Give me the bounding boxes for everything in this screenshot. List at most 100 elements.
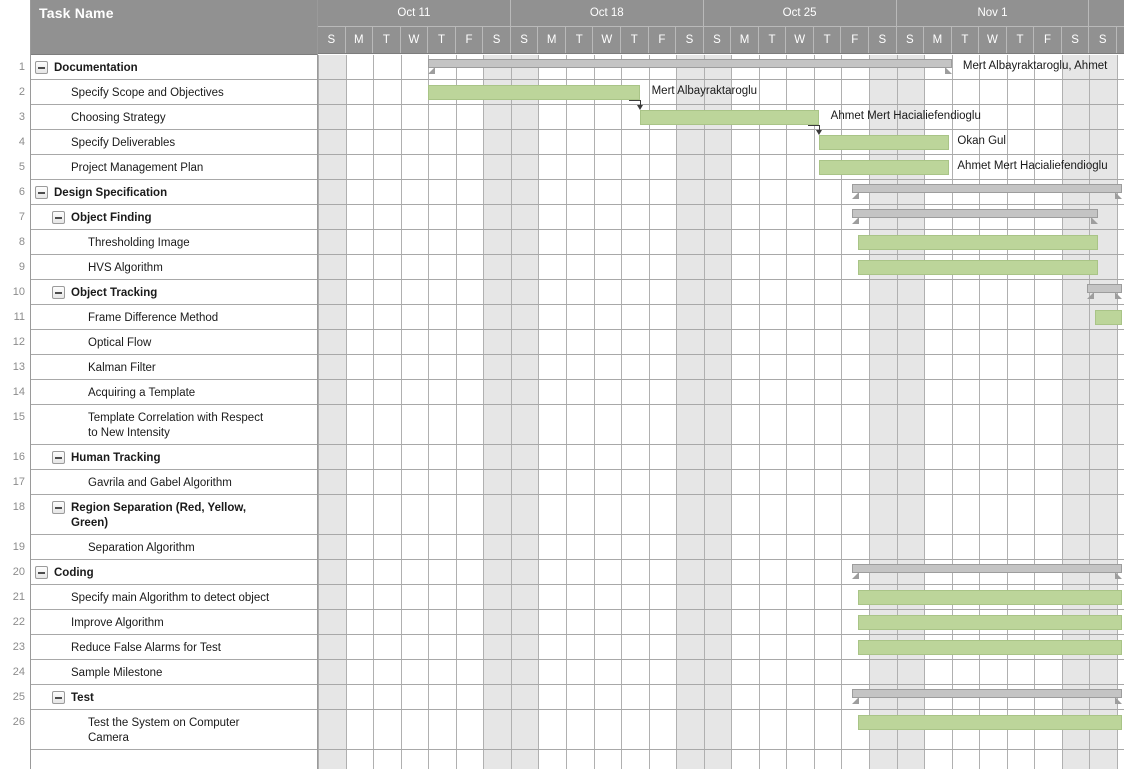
day-header-cell[interactable]: S (318, 27, 346, 53)
collapse-minus-icon[interactable] (52, 211, 65, 224)
week-header-cell[interactable] (1089, 0, 1124, 26)
day-header-cell[interactable]: T (373, 27, 401, 53)
row-number[interactable]: 14 (0, 380, 30, 405)
task-bar[interactable] (857, 640, 1123, 655)
task-bar[interactable] (428, 85, 641, 100)
collapse-minus-icon[interactable] (35, 566, 48, 579)
collapse-minus-icon[interactable] (35, 61, 48, 74)
task-bar[interactable] (857, 590, 1123, 605)
task-row[interactable]: Documentation (31, 55, 317, 80)
day-header-cell[interactable]: F (456, 27, 484, 53)
collapse-minus-icon[interactable] (52, 451, 65, 464)
row-number[interactable]: 2 (0, 80, 30, 105)
task-row[interactable]: Project Management Plan (31, 155, 317, 180)
task-name-column-header[interactable]: Task Name (31, 0, 317, 55)
task-row[interactable]: Reduce False Alarms for Test (31, 635, 317, 660)
task-row[interactable]: Improve Algorithm (31, 610, 317, 635)
task-row[interactable]: Separation Algorithm (31, 535, 317, 560)
task-row[interactable]: Object Tracking (31, 280, 317, 305)
task-bar[interactable] (640, 110, 820, 125)
task-row[interactable]: Coding (31, 560, 317, 585)
task-row[interactable]: Gavrila and Gabel Algorithm (31, 470, 317, 495)
day-header-cell[interactable]: F (649, 27, 677, 53)
row-number[interactable]: 20 (0, 560, 30, 585)
task-bar[interactable] (857, 615, 1123, 630)
week-header-cell[interactable]: Oct 11 (318, 0, 511, 26)
row-number[interactable]: 3 (0, 105, 30, 130)
day-header-cell[interactable]: T (621, 27, 649, 53)
task-row[interactable]: Frame Difference Method (31, 305, 317, 330)
week-header-cell[interactable]: Nov 1 (897, 0, 1090, 26)
task-bar[interactable] (857, 235, 1098, 250)
task-bar[interactable] (819, 135, 949, 150)
collapse-minus-icon[interactable] (52, 286, 65, 299)
day-header-cell[interactable]: T (952, 27, 980, 53)
week-header-cell[interactable]: Oct 18 (511, 0, 704, 26)
day-header-cell[interactable]: M (731, 27, 759, 53)
day-header-cell[interactable]: F (1034, 27, 1062, 53)
row-number[interactable]: 21 (0, 585, 30, 610)
row-number[interactable]: 15 (0, 405, 30, 445)
row-number[interactable]: 1 (0, 55, 30, 80)
day-header-cell[interactable]: S (1089, 27, 1117, 53)
row-number[interactable]: 11 (0, 305, 30, 330)
day-header-cell[interactable]: F (841, 27, 869, 53)
row-number[interactable]: 25 (0, 685, 30, 710)
day-header-cell[interactable]: M (346, 27, 374, 53)
day-header-cell[interactable]: S (869, 27, 897, 53)
day-header-cell[interactable]: T (814, 27, 842, 53)
task-row[interactable]: Specify Deliverables (31, 130, 317, 155)
day-header-cell[interactable]: S (676, 27, 704, 53)
task-row[interactable]: Optical Flow (31, 330, 317, 355)
day-header-cell[interactable]: S (483, 27, 511, 53)
task-row[interactable]: Design Specification (31, 180, 317, 205)
task-row[interactable]: Thresholding Image (31, 230, 317, 255)
row-number[interactable]: 8 (0, 230, 30, 255)
row-number[interactable]: 26 (0, 710, 30, 750)
day-header-cell[interactable]: W (594, 27, 622, 53)
day-header-cell[interactable]: W (401, 27, 429, 53)
day-header-cell[interactable]: M (924, 27, 952, 53)
task-row[interactable]: Kalman Filter (31, 355, 317, 380)
row-number[interactable]: 4 (0, 130, 30, 155)
collapse-minus-icon[interactable] (52, 691, 65, 704)
task-row[interactable]: Region Separation (Red, Yellow, Green) (31, 495, 317, 535)
row-number[interactable]: 5 (0, 155, 30, 180)
row-number[interactable]: 17 (0, 470, 30, 495)
day-header-cell[interactable]: T (1007, 27, 1035, 53)
day-header-cell[interactable]: T (428, 27, 456, 53)
task-row[interactable]: Test the System on Computer Camera (31, 710, 317, 750)
task-row[interactable]: Specify main Algorithm to detect object (31, 585, 317, 610)
summary-bar[interactable] (852, 209, 1098, 218)
day-header-cell[interactable]: M (538, 27, 566, 53)
day-header-cell[interactable]: S (897, 27, 925, 53)
day-header-cell[interactable]: T (566, 27, 594, 53)
day-header-cell[interactable]: S (704, 27, 732, 53)
task-row[interactable]: Template Correlation with Respect to New… (31, 405, 317, 445)
summary-bar[interactable] (1086, 284, 1123, 293)
task-bar[interactable] (857, 260, 1098, 275)
row-number[interactable]: 13 (0, 355, 30, 380)
row-number[interactable]: 16 (0, 445, 30, 470)
day-header-cell[interactable]: S (511, 27, 539, 53)
task-row[interactable]: Human Tracking (31, 445, 317, 470)
row-number[interactable]: 22 (0, 610, 30, 635)
day-header-cell[interactable]: S (1062, 27, 1090, 53)
task-row[interactable]: Sample Milestone (31, 660, 317, 685)
day-header-cell[interactable]: T (759, 27, 787, 53)
collapse-minus-icon[interactable] (52, 501, 65, 514)
task-row[interactable]: Choosing Strategy (31, 105, 317, 130)
task-row[interactable]: Test (31, 685, 317, 710)
row-number[interactable]: 6 (0, 180, 30, 205)
summary-bar[interactable] (428, 59, 952, 68)
day-header-cell[interactable]: W (786, 27, 814, 53)
row-number[interactable]: 23 (0, 635, 30, 660)
task-row[interactable]: HVS Algorithm (31, 255, 317, 280)
task-bar[interactable] (857, 715, 1123, 730)
summary-bar[interactable] (852, 689, 1123, 698)
task-bar[interactable] (1094, 310, 1123, 325)
row-number[interactable]: 7 (0, 205, 30, 230)
task-row[interactable]: Object Finding (31, 205, 317, 230)
week-header-cell[interactable]: Oct 25 (704, 0, 897, 26)
collapse-minus-icon[interactable] (35, 186, 48, 199)
